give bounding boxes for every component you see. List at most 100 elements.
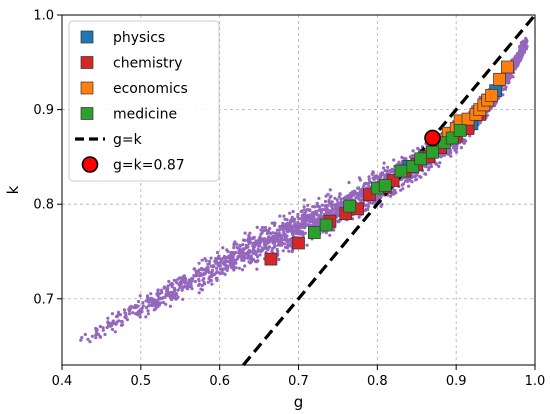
y-tick-label: 0.9 [33,103,54,118]
cloud-point [189,282,193,286]
cloud-point [168,296,172,300]
cloud-point [129,304,133,309]
point-medicine [378,178,392,192]
cloud-point [248,261,252,265]
cloud-point [281,249,285,253]
cloud-point [400,155,404,159]
cloud-point [147,298,151,302]
cloud-point [146,309,150,313]
point-medicine [343,199,357,213]
cloud-point [514,63,518,67]
cloud-point [199,273,203,278]
cloud-point [176,277,180,281]
cloud-point [238,243,242,247]
cloud-point [324,194,328,198]
legend-label-reference-line: g=k [113,132,143,148]
cloud-point [265,231,269,236]
legend-swatch-highlight [81,156,99,173]
cloud-point [237,248,241,252]
cloud-point [304,219,308,223]
cloud-point [447,151,451,155]
cloud-point [259,228,263,232]
cloud-point [254,239,258,243]
cloud-point [205,266,209,270]
cloud-point [240,268,245,272]
legend-swatch-chemistry [80,56,94,69]
cloud-point [209,256,213,260]
cloud-point [218,267,222,271]
cloud-point [191,277,195,281]
cloud-point [107,323,111,328]
cloud-point [273,221,277,226]
cloud-point [282,214,286,218]
cloud-point [507,81,511,85]
cloud-point [194,269,198,273]
cloud-point [235,242,239,246]
cloud-point [222,254,226,259]
cloud-point [169,290,173,294]
cloud-point [290,215,294,219]
cloud-point [181,297,185,301]
cloud-point [266,229,270,233]
cloud-point [155,292,159,296]
cloud-point [381,172,385,176]
cloud-point [380,202,384,207]
cloud-point [168,304,172,308]
cloud-point [197,291,201,295]
cloud-point [377,175,381,179]
cloud-point [459,146,463,150]
cloud-point [407,184,411,188]
cloud-point [123,311,127,315]
cloud-point [237,251,241,255]
cloud-point [330,200,334,204]
legend-label-chemistry: chemistry [113,56,183,72]
cloud-point [339,197,343,201]
cloud-point [90,334,94,338]
cloud-point [110,312,114,316]
cloud-point [297,226,301,230]
cloud-point [98,334,102,338]
cloud-point [335,198,339,202]
cloud-point [300,217,304,221]
cloud-point [197,282,202,286]
point-medicine [426,145,439,159]
cloud-point [243,264,247,268]
x-tick-label: 0.5 [130,374,151,389]
cloud-point [101,326,105,330]
cloud-point [180,288,184,292]
cloud-point [80,336,84,340]
cloud-point [94,326,98,331]
cloud-point [288,211,292,215]
cloud-point [243,231,247,235]
legend-label-highlight: g=k=0.87 [113,158,185,174]
cloud-point [390,170,394,174]
cloud-point [363,203,367,208]
cloud-point [317,208,321,212]
cloud-point [125,318,129,322]
cloud-point [193,279,197,284]
cloud-point [523,46,527,50]
cloud-point [254,253,258,257]
cloud-point [144,315,148,319]
cloud-point [463,138,467,142]
cloud-point [356,186,361,190]
cloud-point [242,248,246,252]
cloud-point [167,279,171,284]
cloud-point [259,249,263,253]
cloud-point [159,297,163,301]
y-tick-label: 0.7 [33,292,54,307]
cloud-point [382,161,386,165]
cloud-point [305,243,309,247]
cloud-point [88,340,92,344]
cloud-point [311,205,315,209]
cloud-point [138,315,142,319]
cloud-point [152,308,156,312]
cloud-point [306,203,310,207]
cloud-point [166,287,170,291]
cloud-point [206,268,210,272]
cloud-point [232,243,236,247]
x-tick-label: 0.4 [52,374,73,389]
cloud-point [359,200,363,204]
cloud-point [263,240,267,244]
cloud-point [271,246,275,251]
